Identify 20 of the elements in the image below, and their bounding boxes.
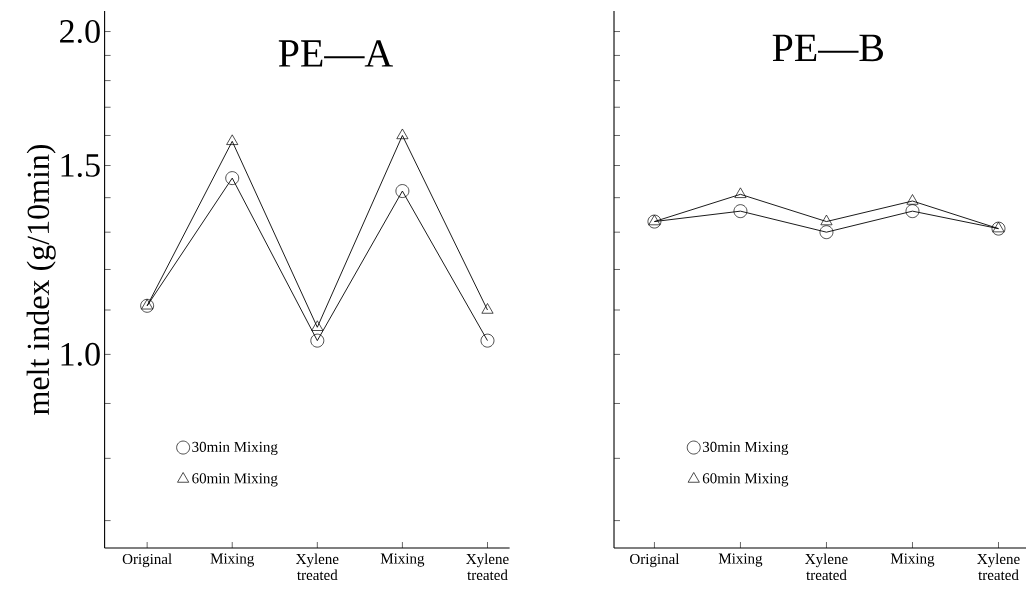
x-tick-label: Xylene treated: [466, 553, 509, 581]
legend-label: 60min Mixing: [192, 473, 278, 487]
text: PE—A: [278, 40, 393, 67]
x-tick-label: Original: [630, 553, 680, 568]
x-tick-label: Xylene treated: [295, 553, 339, 581]
y-axis-title: melt index (g/10min): [26, 144, 56, 415]
legend-label: 30min Mixing: [702, 441, 789, 456]
x-tick-label: Original: [122, 553, 172, 568]
y-tick-label: 1.0: [61, 342, 100, 366]
legend-label: 60min Mixing: [702, 473, 789, 487]
legend-label: 30min Mixing: [192, 441, 278, 456]
y-tick-label: 1.5: [61, 154, 100, 177]
x-tick-label: Mixing: [718, 553, 763, 567]
y-tick-label: 2.0: [60, 19, 100, 44]
chart-title: PE—B: [772, 34, 883, 62]
x-tick-label: Mixing: [210, 553, 255, 567]
x-tick-label: Xylene treated: [805, 553, 848, 581]
x-tick-label: Xylene treated: [977, 553, 1020, 581]
x-tick-label: Mixing: [380, 553, 425, 567]
x-tick-label: Mixing: [890, 553, 935, 567]
